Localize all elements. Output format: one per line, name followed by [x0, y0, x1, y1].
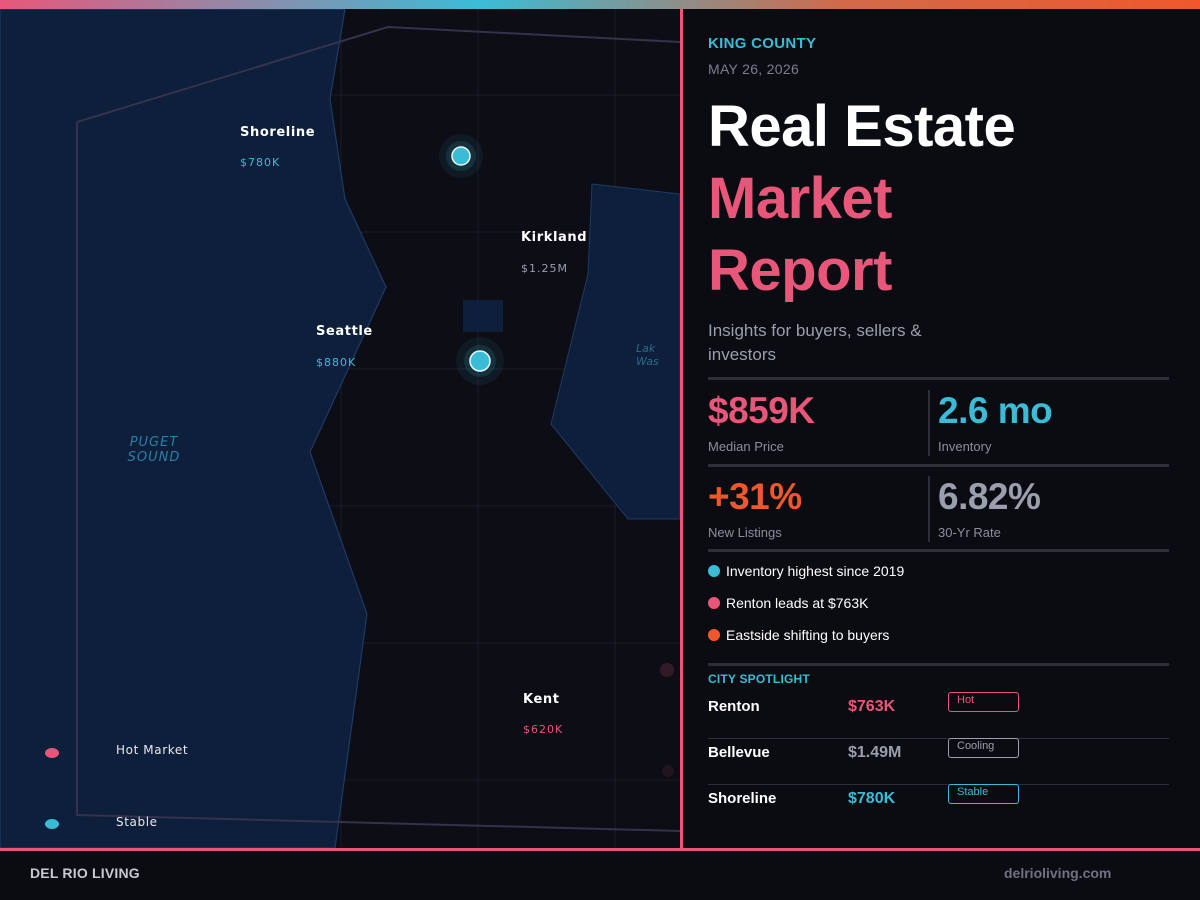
- footer: DEL RIO LIVING delrioliving.com: [0, 851, 1200, 900]
- report-panel: KING COUNTY MAY 26, 2026 Real Estate Mar…: [683, 9, 1200, 848]
- insight-item: Inventory highest since 2019: [708, 561, 904, 581]
- title-line-3: Report: [708, 238, 892, 303]
- website-link[interactable]: delrioliving.com: [1004, 865, 1112, 881]
- water-label-puget-sound: PUGET SOUND: [127, 435, 181, 465]
- stat-value: +31%: [708, 476, 802, 517]
- shoreline-marker: [439, 134, 483, 178]
- spotlight-price: $780K: [848, 790, 896, 807]
- kent-area-marker-partial: [662, 765, 674, 777]
- top-gradient-bar: [0, 0, 1200, 9]
- stat-new-listings: +31% New Listings: [708, 475, 802, 540]
- insight-text: Eastside shifting to buyers: [726, 627, 890, 643]
- divider: [708, 549, 1169, 552]
- spotlight-price: $763K: [848, 698, 896, 715]
- status-badge: Stable: [948, 784, 1019, 804]
- city-label-kent: Kent: [523, 692, 560, 707]
- water-label-lake-washington: Lak Was: [636, 342, 659, 368]
- stat-separator: [928, 390, 930, 456]
- stat-30yr-rate: 6.82% 30-Yr Rate: [938, 475, 1041, 540]
- legend-hot-dot: [45, 748, 59, 758]
- divider: [708, 464, 1169, 467]
- spotlight-price: $1.49M: [848, 744, 902, 761]
- spotlight-row-renton[interactable]: Renton $763K Hot: [708, 692, 1169, 738]
- map-panel[interactable]: Shoreline $780K Kirkland $1.25M Seattle …: [0, 9, 680, 848]
- divider: [708, 663, 1169, 666]
- row-divider: [708, 784, 1169, 785]
- stat-value: 2.6 mo: [938, 390, 1053, 431]
- city-price-shoreline: $780K: [240, 156, 281, 169]
- stat-median-price: $859K Median Price: [708, 389, 815, 454]
- stat-value: $859K: [708, 390, 815, 431]
- bullet-dot-icon: [708, 597, 720, 609]
- report-date: MAY 26, 2026: [708, 61, 800, 77]
- brand-name: DEL RIO LIVING: [30, 865, 140, 881]
- seattle-marker: [456, 337, 504, 385]
- city-price-seattle: $880K: [316, 356, 357, 369]
- stat-label: New Listings: [708, 525, 782, 540]
- stat-label: Inventory: [938, 439, 992, 454]
- county-name: KING COUNTY: [708, 35, 817, 52]
- report-title: Real Estate Market Report: [708, 91, 1016, 307]
- city-label-shoreline: Shoreline: [240, 125, 316, 140]
- city-label-kirkland: Kirkland: [521, 230, 588, 245]
- row-divider: [708, 738, 1169, 739]
- puget-sound-water: [0, 9, 387, 848]
- spotlight-city: Renton: [708, 698, 760, 715]
- city-price-kent: $620K: [523, 723, 564, 736]
- horizontal-divider: [0, 848, 1200, 851]
- bullet-dot-icon: [708, 629, 720, 641]
- renton-marker-partial: [660, 663, 674, 677]
- spotlight-title: CITY SPOTLIGHT: [708, 672, 810, 686]
- insight-text: Inventory highest since 2019: [726, 563, 905, 579]
- insight-text: Renton leads at $763K: [726, 595, 869, 611]
- status-badge: Hot: [948, 692, 1019, 712]
- lake-washington: [550, 183, 680, 520]
- county-boundary: [76, 25, 680, 832]
- stat-separator: [928, 476, 930, 542]
- city-price-kirkland: $1.25M: [521, 262, 568, 275]
- spotlight-city: Bellevue: [708, 744, 770, 761]
- city-label-seattle: Seattle: [316, 324, 373, 339]
- legend-stable-label: Stable: [116, 815, 158, 829]
- spotlight-row-bellevue[interactable]: Bellevue $1.49M Cooling: [708, 738, 1169, 784]
- title-line-1: Real Estate: [708, 94, 1016, 159]
- stat-value: 6.82%: [938, 476, 1041, 517]
- divider: [708, 377, 1169, 380]
- vertical-divider: [680, 9, 683, 851]
- stat-inventory: 2.6 mo Inventory: [938, 389, 1053, 454]
- map-graphic: [0, 9, 680, 848]
- spotlight-row-shoreline[interactable]: Shoreline $780K Stable: [708, 784, 1169, 830]
- status-badge: Cooling: [948, 738, 1019, 758]
- insight-item: Eastside shifting to buyers: [708, 625, 889, 645]
- stat-label: 30-Yr Rate: [938, 525, 1001, 540]
- stat-label: Median Price: [708, 439, 784, 454]
- title-line-2: Market: [708, 166, 892, 231]
- spotlight-city: Shoreline: [708, 790, 777, 807]
- bullet-dot-icon: [708, 565, 720, 577]
- legend-hot-label: Hot Market: [116, 743, 189, 757]
- report-subtitle: Insights for buyers, sellers & investors: [708, 321, 922, 364]
- insight-item: Renton leads at $763K: [708, 593, 868, 613]
- legend-stable-dot: [45, 819, 59, 829]
